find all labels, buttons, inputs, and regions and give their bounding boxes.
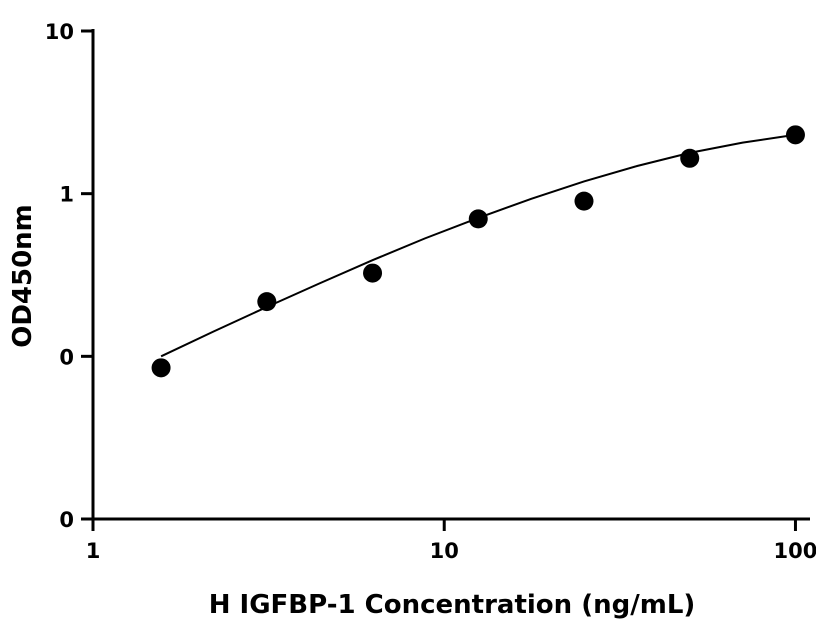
data-point xyxy=(680,148,700,168)
y-tick-label: 0 xyxy=(59,508,74,532)
x-tick-label: 1 xyxy=(86,539,101,563)
axes xyxy=(91,29,810,521)
data-point xyxy=(151,358,171,378)
y-tick-label: 1 xyxy=(59,183,74,207)
data-point xyxy=(468,209,488,229)
data-point xyxy=(574,191,594,211)
data-point xyxy=(785,125,805,145)
y-tick-label: 0 xyxy=(59,345,74,369)
fit-curve xyxy=(160,133,796,358)
x-tick-label: 100 xyxy=(774,539,816,563)
x-tick-label: 10 xyxy=(430,539,459,563)
fit-curve-layer xyxy=(160,133,796,358)
data-point xyxy=(363,263,383,283)
data-point xyxy=(257,292,277,312)
x-axis-title: H IGFBP-1 Concentration (ng/mL) xyxy=(209,590,696,620)
y-axis-title: OD450nm xyxy=(8,204,38,348)
data-points-layer xyxy=(151,125,805,378)
y-tick-label: 10 xyxy=(45,20,74,44)
